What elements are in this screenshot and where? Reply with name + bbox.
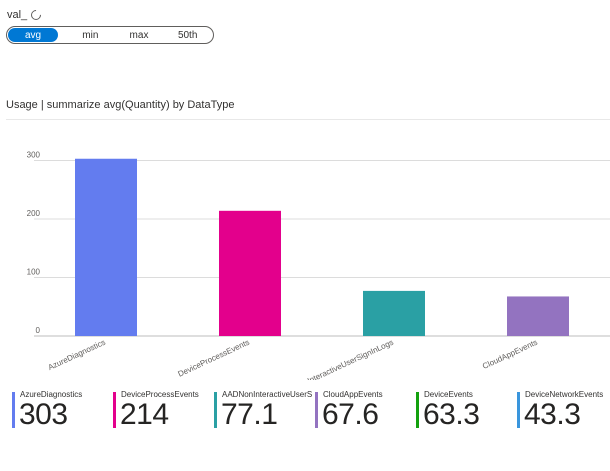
y-tick-label: 200 xyxy=(27,209,41,218)
bar[interactable] xyxy=(219,210,281,336)
x-tick-label: CloudAppEvents xyxy=(481,338,539,371)
tile-color-bar xyxy=(517,392,520,428)
tile-value: 214 xyxy=(120,398,169,431)
summary-tile[interactable]: DeviceEvents 63.3 xyxy=(416,390,503,431)
parameter-header: val_ xyxy=(7,7,44,23)
summary-tile[interactable]: AADNonInteractiveUserSi... 77.1 xyxy=(214,390,312,431)
option-max[interactable]: max xyxy=(129,29,149,41)
tile-name: DeviceNetworkEvents xyxy=(525,390,604,399)
tile-name: DeviceProcessEvents xyxy=(121,390,199,399)
y-tick-label: 0 xyxy=(36,326,41,335)
x-tick-label: AzureDiagnostics xyxy=(47,338,107,372)
tile-value: 63.3 xyxy=(423,398,480,431)
bar[interactable] xyxy=(363,290,425,336)
x-tick-label: DeviceProcessEvents xyxy=(177,338,251,379)
tile-color-bar xyxy=(113,392,116,428)
tile-color-bar xyxy=(214,392,217,428)
summary-tile[interactable]: CloudAppEvents 67.6 xyxy=(315,390,402,431)
tile-name: AADNonInteractiveUserSi... xyxy=(222,390,312,399)
tile-value: 303 xyxy=(19,398,68,431)
bar[interactable] xyxy=(75,158,137,336)
y-tick-label: 300 xyxy=(27,151,41,160)
tile-name: AzureDiagnostics xyxy=(20,390,83,399)
option-min[interactable]: min xyxy=(82,29,99,41)
summary-tile[interactable]: DeviceNetworkEvents 43.3 xyxy=(517,390,604,431)
y-tick-label: 100 xyxy=(27,268,41,277)
tile-value: 77.1 xyxy=(221,398,278,431)
aggregation-selector[interactable]: avg min max 50th xyxy=(6,26,214,44)
tile-name: CloudAppEvents xyxy=(323,390,383,399)
bar[interactable] xyxy=(507,296,569,336)
parameter-label: val_ xyxy=(7,9,28,21)
summary-tile[interactable]: DeviceProcessEvents 214 xyxy=(113,390,200,431)
summary-tiles: AzureDiagnostics 303 DeviceProcessEvents 21… xyxy=(12,390,610,431)
tile-value: 67.6 xyxy=(322,398,379,431)
bar-chart: 0 100 200 300 AzureDiagnostics DeviceProcessE… xyxy=(27,151,610,380)
tile-value: 43.3 xyxy=(524,398,581,431)
refresh-icon[interactable] xyxy=(29,7,44,23)
title-divider xyxy=(6,119,610,120)
chart-title: Usage | summarize avg(Quantity) by DataT… xyxy=(6,99,235,111)
option-50th[interactable]: 50th xyxy=(177,29,198,41)
tile-color-bar xyxy=(12,392,15,428)
summary-tile[interactable]: AzureDiagnostics 303 xyxy=(12,390,99,431)
tile-color-bar xyxy=(315,392,318,428)
tile-color-bar xyxy=(416,392,419,428)
x-tick-label: AADNonInteractiveUserSignInLogs xyxy=(278,338,395,380)
option-avg[interactable]: avg xyxy=(8,28,58,42)
tile-name: DeviceEvents xyxy=(424,390,473,399)
